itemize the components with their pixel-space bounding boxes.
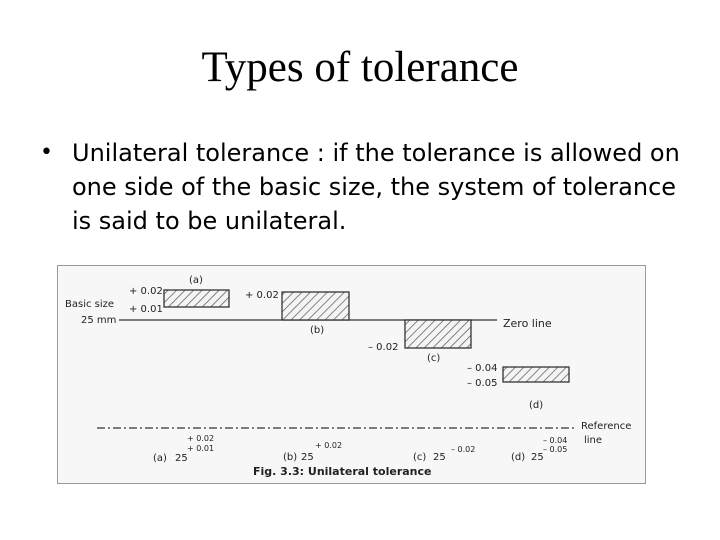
bottom-d-upper: – 0.04 xyxy=(543,436,567,445)
basic-size-value: 25 mm xyxy=(81,315,116,326)
bottom-b-tag: (b) xyxy=(283,452,297,463)
bottom-c-tag: (c) xyxy=(413,452,426,463)
bottom-a-basic: 25 xyxy=(175,453,188,464)
case-b-upper: + 0.02 xyxy=(245,290,279,301)
figure-caption: Fig. 3.3: Unilateral tolerance xyxy=(253,465,431,478)
tolerance-diagram: Zero line Basic size 25 mm (a) + 0.02 + … xyxy=(57,265,646,484)
slide-title: Types of tolerance xyxy=(201,44,519,91)
bottom-c-basic: 25 xyxy=(433,452,446,463)
bottom-d-lower: – 0.05 xyxy=(543,445,567,454)
bottom-a-tag: (a) xyxy=(153,453,167,464)
reference-line-label-1: Reference xyxy=(581,421,631,432)
bottom-a-lower: + 0.01 xyxy=(187,444,214,453)
bottom-c-lower: – 0.02 xyxy=(451,445,475,454)
bottom-b-upper: + 0.02 xyxy=(315,441,342,450)
tolerance-zone-b xyxy=(281,291,350,321)
tolerance-zone-c xyxy=(404,319,472,349)
case-a-tag: (a) xyxy=(189,275,203,286)
bottom-a-upper: + 0.02 xyxy=(187,434,214,443)
case-d-lower: – 0.05 xyxy=(467,378,497,389)
reference-line-label-2: line xyxy=(584,435,602,446)
zero-line-label: Zero line xyxy=(503,317,552,330)
bottom-d-tag: (d) xyxy=(511,452,525,463)
case-a-upper: + 0.02 xyxy=(129,286,163,297)
tolerance-zone-a xyxy=(163,289,230,308)
case-c-lower: – 0.02 xyxy=(368,342,398,353)
case-c-tag: (c) xyxy=(427,353,440,364)
unilateral-tolerance-figure: Zero line Basic size 25 mm (a) + 0.02 + … xyxy=(57,265,646,484)
tolerance-zone-d xyxy=(502,366,570,383)
case-b-tag: (b) xyxy=(310,325,324,336)
bullet-text: Unilateral tolerance : if the tolerance … xyxy=(72,139,680,235)
case-d-tag: (d) xyxy=(529,400,543,411)
basic-size-label: Basic size xyxy=(65,299,114,310)
case-a-lower: + 0.01 xyxy=(129,304,163,315)
bottom-d-basic: 25 xyxy=(531,452,544,463)
bottom-b-basic: 25 xyxy=(301,452,314,463)
bullet-dot: • xyxy=(40,140,53,165)
bullet-point: • Unilateral tolerance : if the toleranc… xyxy=(40,136,700,238)
case-d-upper: – 0.04 xyxy=(467,363,497,374)
